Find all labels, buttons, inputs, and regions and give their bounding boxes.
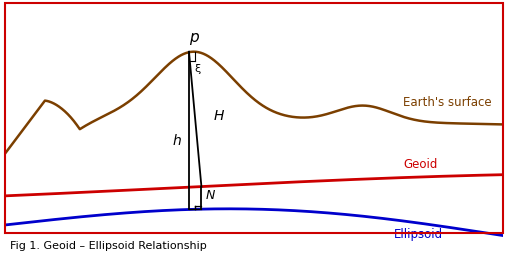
Text: Geoid: Geoid: [403, 158, 438, 171]
Text: h: h: [172, 134, 181, 148]
Text: ξ: ξ: [195, 64, 201, 74]
Text: Fig 1. Geoid – Ellipsoid Relationship: Fig 1. Geoid – Ellipsoid Relationship: [10, 241, 207, 251]
Text: Ellipsoid: Ellipsoid: [393, 228, 442, 241]
Text: p: p: [189, 30, 199, 45]
Text: N: N: [205, 189, 215, 202]
Text: H: H: [214, 109, 224, 123]
Text: Earth's surface: Earth's surface: [403, 96, 492, 109]
